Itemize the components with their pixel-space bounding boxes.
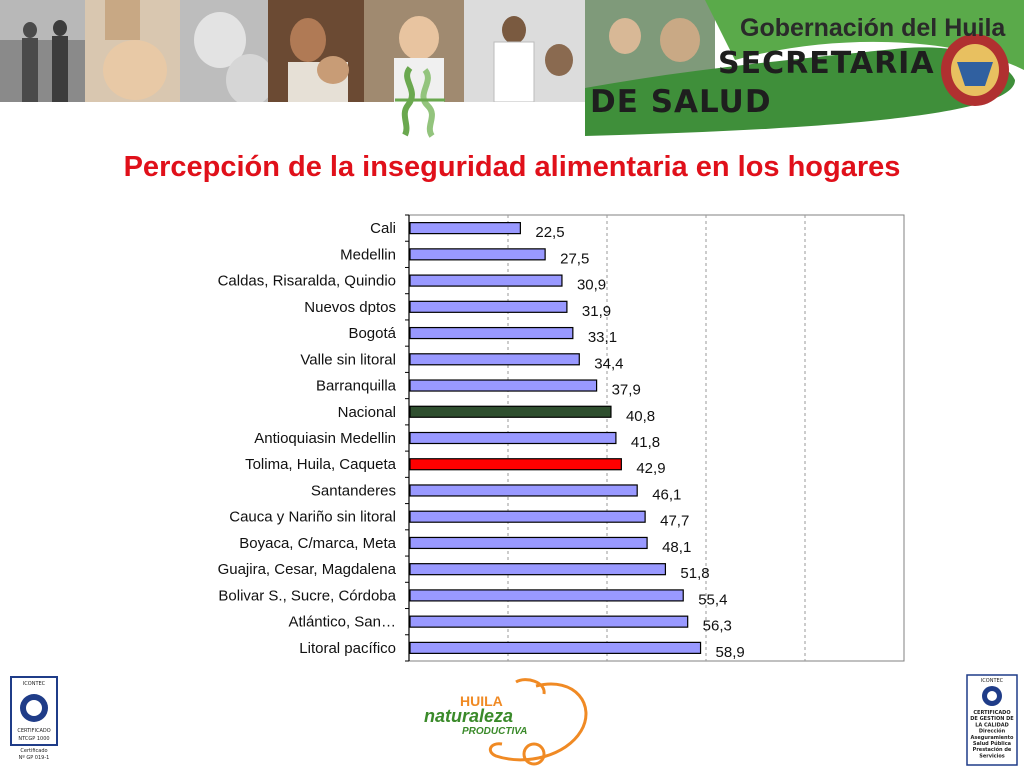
bar [409, 536, 648, 550]
right-cert-line: LA CALIDAD [975, 722, 1009, 728]
bar [409, 615, 689, 628]
value-label: 42,9 [636, 460, 665, 477]
bar [409, 458, 622, 471]
icontec-cert-left: ICONTEC CERTIFICADO NTCGP 1000 Certifica… [10, 676, 58, 762]
center-logo-line2: naturaleza [424, 706, 513, 726]
icontec-cert-right: ICONTEC CERTIFICADO DE GESTION DE LA CALID… [966, 674, 1018, 766]
value-label: 51,8 [680, 565, 709, 582]
right-cert-line: Salud Pública [973, 740, 1011, 747]
bar [409, 563, 667, 576]
bar [409, 379, 598, 392]
category-label: Caldas, Risaralda, Quindio [218, 273, 396, 290]
value-label: 55,4 [698, 591, 727, 608]
header-band: Gobernación del Huila SECRETARIA DE SALU… [0, 0, 1024, 140]
category-label: Bolivar S., Sucre, Córdoba [218, 587, 396, 604]
slide-title: Percepción de la inseguridad alimentaria… [123, 151, 901, 183]
bar-chart: Cali 22,5 Medellin 27,5 Caldas, Risaralda, Q… [218, 214, 905, 662]
center-logo-line3: PRODUCTIVA [462, 726, 527, 737]
gobernacion-banner [585, 0, 1024, 138]
category-label: Santanderes [311, 482, 396, 499]
value-label: 56,3 [703, 618, 732, 635]
value-label: 31,9 [582, 303, 611, 320]
category-label: Guajira, Cesar, Magdalena [218, 561, 397, 578]
right-cert-line: DE GESTION DE [970, 716, 1014, 722]
left-cert-mid: CERTIFICADO [17, 728, 50, 734]
center-logo-line1: HUILA [460, 693, 503, 709]
right-cert-line: Aseguramiento [971, 735, 1014, 741]
value-label: 47,7 [660, 513, 689, 530]
header-photo-baby [364, 0, 464, 102]
left-cert-top: ICONTEC [23, 681, 46, 687]
bar [409, 641, 702, 654]
hs-logo [380, 60, 460, 140]
header-photo-breastfeeding [180, 0, 268, 102]
category-label: Valle sin litoral [300, 351, 396, 368]
value-label: 37,9 [612, 382, 641, 399]
bar [409, 274, 563, 287]
value-label: 33,1 [588, 329, 617, 346]
bar [409, 431, 617, 445]
header-photo-pregnant [85, 0, 180, 102]
header-photo-silhouettes [0, 0, 85, 102]
category-label: Tolima, Huila, Caqueta [245, 456, 397, 473]
bar [409, 326, 574, 340]
bar [409, 510, 646, 523]
category-label: Medellin [340, 246, 396, 263]
bar [409, 248, 546, 261]
banner-line-1: Gobernación del Huila [740, 14, 1006, 42]
left-cert-caption: Certificado [20, 748, 47, 754]
category-label: Litoral pacífico [299, 640, 396, 657]
bar [409, 222, 521, 235]
bar [409, 589, 684, 602]
category-label: Bogotá [348, 325, 396, 342]
value-label: 40,8 [626, 408, 655, 425]
bar [409, 405, 612, 418]
right-cert-line: CERTIFICADO [973, 710, 1010, 716]
header-photo-mother [268, 0, 364, 102]
value-label: 41,8 [631, 434, 660, 451]
category-label: Cali [370, 220, 396, 237]
bar [409, 484, 638, 497]
left-cert-bottom: NTCGP 1000 [18, 736, 49, 742]
value-label: 48,1 [662, 539, 691, 556]
right-cert-line: Servicios [979, 753, 1005, 759]
value-label: 22,5 [535, 224, 564, 241]
bar [409, 353, 580, 366]
value-label: 58,9 [716, 644, 745, 661]
category-label: Antioquiasin Medellin [254, 430, 396, 447]
value-label: 34,4 [594, 355, 623, 372]
value-label: 46,1 [652, 486, 681, 503]
category-label: Cauca y Nariño sin litoral [229, 509, 396, 526]
bar [409, 300, 568, 313]
banner-line-2: SECRETARIA [718, 46, 935, 81]
category-label: Nuevos dptos [304, 299, 396, 316]
right-cert-line: Dirección [979, 728, 1006, 735]
category-label: Boyaca, C/marca, Meta [239, 535, 396, 552]
category-label: Nacional [338, 404, 396, 421]
banner-line-3: DE SALUD [590, 84, 772, 120]
huila-naturaleza-logo: HUILA naturaleza PRODUCTIVA [416, 676, 602, 768]
header-photo-clinic [464, 0, 585, 102]
left-cert-number: Nº GP 019-1 [19, 755, 50, 761]
category-label: Atlántico, San… [288, 614, 396, 631]
right-cert-line: Prestación de [973, 746, 1012, 753]
category-label: Barranquilla [316, 378, 397, 395]
right-cert-top: ICONTEC [981, 678, 1004, 684]
value-label: 30,9 [577, 277, 606, 294]
value-label: 27,5 [560, 250, 589, 267]
